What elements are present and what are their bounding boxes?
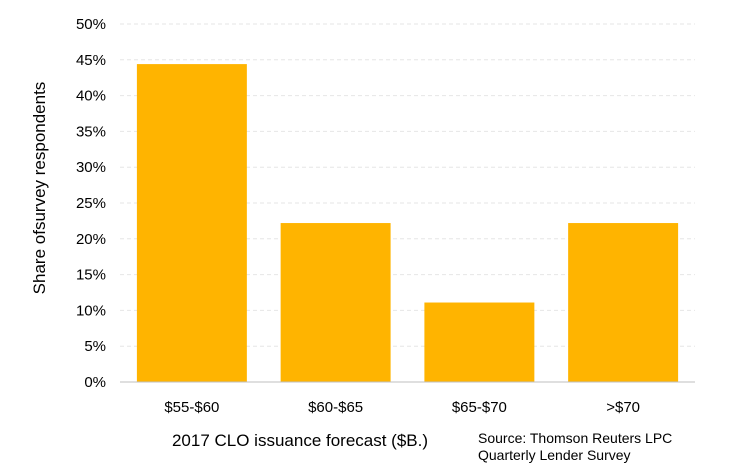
y-tick-label: 10% <box>76 302 106 319</box>
x-axis-title: 2017 CLO issuance forecast ($B.) <box>172 431 428 450</box>
y-tick-label: 40% <box>76 88 106 105</box>
y-tick-label: 5% <box>84 338 106 355</box>
y-tick-label: 20% <box>76 231 106 248</box>
bar <box>136 64 247 382</box>
x-tick-label: $60-$65 <box>308 399 363 416</box>
y-tick-label: 45% <box>76 52 106 69</box>
bar <box>424 302 535 382</box>
y-tick-label: 50% <box>76 16 106 33</box>
source-note: Source: Thomson Reuters LPC Quarterly Le… <box>478 430 672 464</box>
bar <box>280 223 391 382</box>
y-axis-ticks: 0% 5% 10% 15% 20% 25% 30% 35% 40% 45% 50% <box>76 16 106 391</box>
y-tick-label: 35% <box>76 123 106 140</box>
y-tick-label: 15% <box>76 267 106 284</box>
y-axis-title: Share ofsurvey respondents <box>30 82 49 295</box>
bar <box>568 223 679 382</box>
y-tick-label: 25% <box>76 195 106 212</box>
x-tick-label: $65-$70 <box>452 399 507 416</box>
x-tick-label: $55-$60 <box>164 399 219 416</box>
y-tick-label: 0% <box>84 374 106 391</box>
x-axis-ticks: $55-$60 $60-$65 $65-$70 >$70 <box>164 399 640 416</box>
source-line-1: Source: Thomson Reuters LPC <box>478 430 673 446</box>
y-tick-label: 30% <box>76 159 106 176</box>
bars <box>136 64 679 382</box>
source-line-2: Quarterly Lender Survey <box>478 447 631 463</box>
x-tick-label: >$70 <box>606 399 640 416</box>
